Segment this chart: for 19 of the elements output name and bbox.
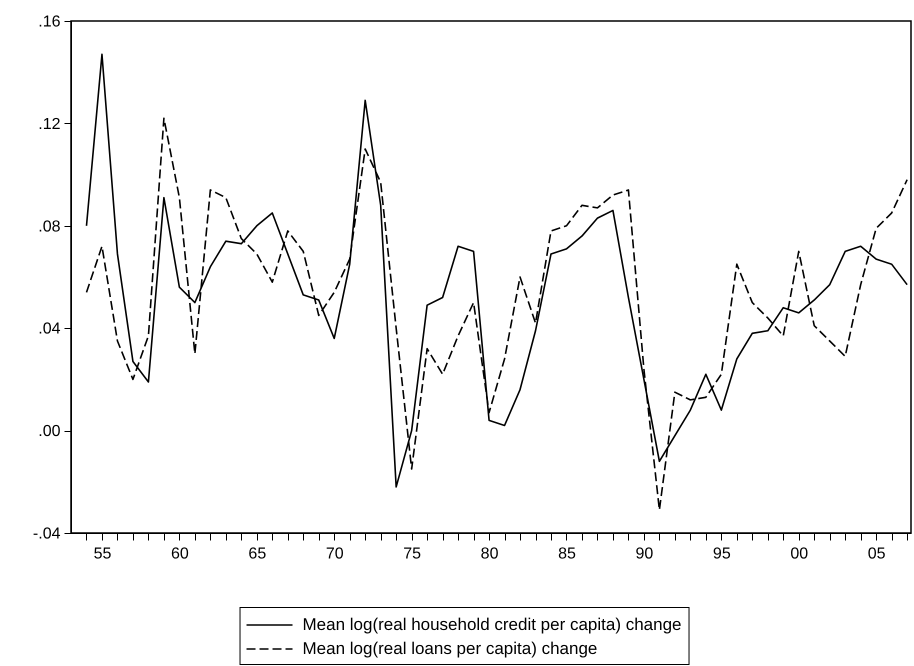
x-tick-label: 70	[326, 546, 344, 562]
x-tick-label: 65	[248, 546, 266, 562]
x-tick-label: 95	[712, 546, 731, 562]
y-tick-label: .08	[38, 218, 61, 236]
x-tick-label: 05	[868, 546, 886, 562]
y-tick-label: .00	[38, 423, 61, 440]
x-tick-label: 75	[403, 546, 422, 562]
x-tick-label: 00	[790, 546, 808, 562]
legend-label: Mean log(real household credit per capita) change	[302, 615, 682, 634]
y-tick-label: -.04	[32, 526, 61, 542]
x-tick-label: 80	[480, 546, 499, 562]
x-tick-label: 90	[636, 546, 654, 562]
x-tick-label: 85	[558, 546, 576, 562]
y-tick-label: .12	[38, 116, 61, 133]
legend-label: Mean log(real loans per capita) change	[302, 639, 598, 658]
x-tick-label: 60	[170, 546, 189, 562]
y-tick-label: .04	[38, 320, 61, 338]
x-tick-label: 55	[94, 546, 112, 562]
y-tick-label: .16	[38, 14, 61, 30]
